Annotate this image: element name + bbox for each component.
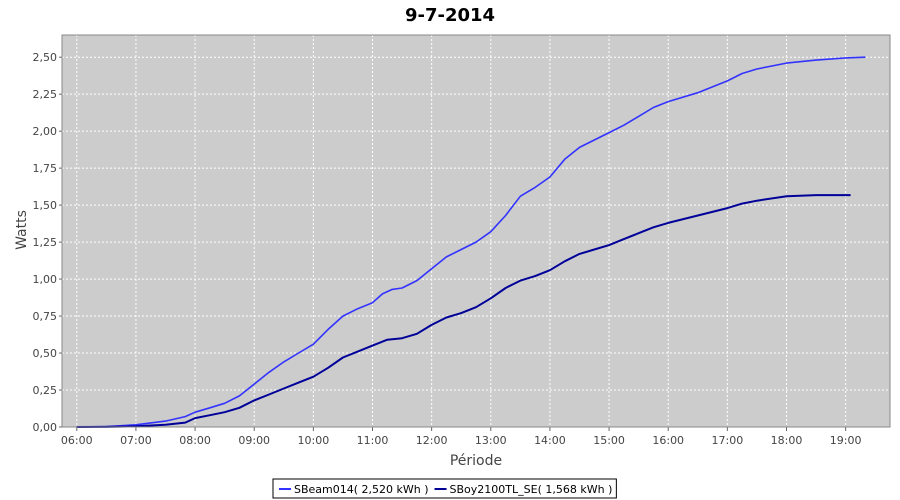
y-tick-label: 0,00 (33, 421, 58, 434)
y-tick-label: 1,75 (33, 162, 58, 175)
series-layer (76, 56, 866, 428)
x-tick-label: 19:00 (830, 434, 862, 447)
x-tick-label: 17:00 (712, 434, 744, 447)
x-tick-label: 15:00 (593, 434, 625, 447)
x-tick-label: 09:00 (238, 434, 270, 447)
y-tick-label: 2,00 (33, 125, 58, 138)
y-tick-label: 2,25 (33, 88, 58, 101)
axes: 0,00 0,25 0,50 0,75 1,00 1,25 1,50 1,75 2,00 2,25… (33, 34, 891, 447)
x-tick-label: 08:00 (179, 434, 211, 447)
chart-title: 9-7-2014 (405, 5, 495, 26)
series-line-1 (76, 194, 851, 428)
x-tick-label: 18:00 (771, 434, 803, 447)
legend-item-label: SBoy2100TL_SE( 1,568 kWh ) (450, 483, 613, 496)
x-tick-label: 14:00 (534, 434, 566, 447)
y-tick-label: 0,25 (33, 384, 58, 397)
y-tick-label: 1,25 (33, 236, 58, 249)
x-tick-label: 06:00 (61, 434, 93, 447)
x-axis-label: Période (450, 453, 502, 469)
y-axis-label: Watts (14, 210, 30, 250)
y-tick-label: 1,00 (33, 273, 58, 286)
x-tick-label: 07:00 (120, 434, 152, 447)
y-tick-label: 2,50 (33, 51, 58, 64)
gridlines (62, 35, 890, 428)
plot-border (61, 34, 891, 428)
legend: SBeam014( 2,520 kWh ) SBoy2100TL_SE( 1,56… (272, 478, 617, 499)
y-tick-label: 1,50 (33, 199, 58, 212)
x-tick-label: 13:00 (475, 434, 507, 447)
y-tick-label: 0,50 (33, 347, 58, 360)
x-tick-label: 16:00 (652, 434, 684, 447)
plot-area (62, 35, 890, 427)
x-tick-label: 10:00 (298, 434, 330, 447)
y-tick-label: 0,75 (33, 310, 58, 323)
x-tick-label: 11:00 (357, 434, 389, 447)
series-line-0 (76, 56, 866, 428)
legend-item-label: SBeam014( 2,520 kWh ) (294, 483, 429, 496)
x-tick-label: 12:00 (416, 434, 448, 447)
